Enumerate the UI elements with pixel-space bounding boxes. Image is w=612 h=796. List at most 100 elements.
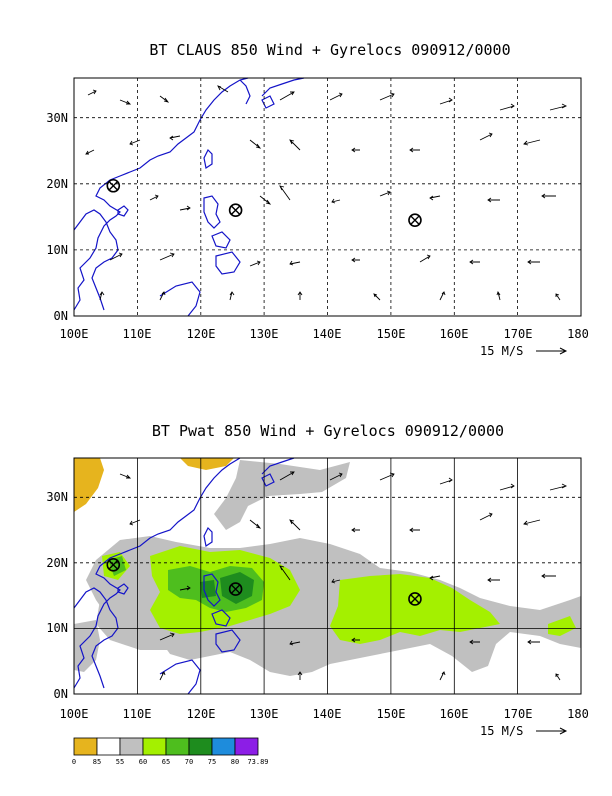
x-tick-label: 160E <box>440 327 469 341</box>
coastline-kyushu <box>261 95 275 109</box>
colorbar-label: 80 <box>231 758 239 766</box>
gridlines <box>74 458 581 694</box>
y-tick-label: 30N <box>46 490 68 504</box>
y-tick-labels: 0N 10N 20N 30N <box>46 490 68 701</box>
x-tick-label: 150E <box>377 327 406 341</box>
gyre-location-marker <box>228 582 243 596</box>
colorbar-swatch <box>188 737 213 756</box>
coastline-mindanao <box>215 251 241 275</box>
coastline-indochina <box>73 587 119 689</box>
gyre-location-marker <box>106 558 121 572</box>
pwat-region-gold <box>180 458 234 470</box>
plot-area <box>74 78 581 316</box>
reference-vector-arrow <box>536 727 568 735</box>
reference-vector-label: 15 M/S <box>480 724 523 738</box>
x-tick-label: 170E <box>504 707 533 721</box>
pwat-region-lime <box>548 616 576 636</box>
x-tick-label: 110E <box>123 707 152 721</box>
x-tick-label: 110E <box>123 327 152 341</box>
x-tick-label: 100E <box>60 707 89 721</box>
coastline-indochina <box>73 209 119 311</box>
coastline-luzon <box>203 573 221 607</box>
pwat-region-gray <box>214 460 350 530</box>
y-tick-labels: 0N 10N 20N 30N <box>46 111 68 323</box>
x-tick-label: 170E <box>504 327 533 341</box>
coastline-asia <box>73 457 241 689</box>
pwat-shading <box>74 458 581 676</box>
coastlines <box>73 457 295 695</box>
gyre-location-marker <box>228 203 243 218</box>
coastline-korea <box>239 79 251 105</box>
colorbar-swatch <box>234 737 259 756</box>
colorbar-swatch <box>142 737 167 756</box>
colorbar-label: 60 <box>139 758 147 766</box>
coastline-kyushu <box>261 473 275 487</box>
coastline-taiwan <box>203 526 213 547</box>
panel-2: 0N 10N 20N 30N 100E 110E 120E 130E 140E … <box>46 457 589 766</box>
gyre-location-marker <box>408 213 422 227</box>
y-tick-label: 0N <box>54 687 68 701</box>
colorbar-swatch <box>119 737 144 756</box>
x-tick-label: 120E <box>187 327 216 341</box>
x-tick-label: 100E <box>60 327 89 341</box>
y-tick-label: 20N <box>46 556 68 570</box>
colorbar-label: 70 <box>185 758 193 766</box>
gyre-markers <box>106 178 422 227</box>
x-tick-label: 140E <box>313 707 342 721</box>
pwat-region-darkgreen <box>200 580 216 598</box>
reference-vector-arrow <box>536 347 568 355</box>
colorbar-label: 65 <box>162 758 170 766</box>
colorbar-label: 55 <box>116 758 124 766</box>
y-tick-label: 30N <box>46 111 68 125</box>
colorbar-label: 73.89 <box>247 758 268 766</box>
panel-1: 0N 10N 20N 30N 100E 110E 120E 130E 140E … <box>46 77 589 358</box>
reference-vector-label: 15 M/S <box>480 344 523 358</box>
chart-title: BT CLAUS 850 Wind + Gyrelocs 090912/0000 <box>149 41 510 59</box>
x-tick-label: 160E <box>440 707 469 721</box>
coastline-hainan <box>117 583 129 595</box>
coastline-japan <box>261 457 295 475</box>
x-tick-label: 130E <box>250 707 279 721</box>
colorbar: 0 85 55 60 65 70 75 80 73.89 <box>72 737 269 766</box>
chart-title: BT Pwat 850 Wind + Gyrelocs 090912/0000 <box>152 422 504 440</box>
coastline-taiwan <box>203 148 213 169</box>
coastline-mindanao <box>215 629 241 653</box>
x-tick-label: 120E <box>187 707 216 721</box>
x-tick-labels: 100E 110E 120E 130E 140E 150E 160E 170E … <box>60 327 589 341</box>
colorbar-label: 0 <box>72 758 76 766</box>
coastline-japan <box>261 77 305 97</box>
x-tick-label: 140E <box>313 327 342 341</box>
x-tick-label: 180 <box>567 707 589 721</box>
colorbar-label: 85 <box>93 758 101 766</box>
coastline-borneo <box>159 281 201 317</box>
coastline-luzon <box>203 195 221 229</box>
x-tick-labels: 100E 110E 120E 130E 140E 150E 160E 170E … <box>60 707 589 721</box>
wind-vectors <box>85 85 568 301</box>
x-tick-label: 150E <box>377 707 406 721</box>
plot-frame <box>73 457 582 695</box>
plot-frame <box>73 77 582 317</box>
coastline-hainan <box>117 205 129 217</box>
colorbar-swatch <box>73 737 98 756</box>
colorbar-swatch <box>165 737 190 756</box>
y-tick-label: 0N <box>54 309 68 323</box>
gyre-location-marker <box>106 178 121 193</box>
colorbar-swatch <box>211 737 236 756</box>
wind-vectors <box>119 471 568 681</box>
pwat-region-gold <box>74 458 104 512</box>
coastline-visayas <box>211 231 231 249</box>
colorbar-swatch <box>96 737 121 756</box>
gyre-markers <box>106 558 422 606</box>
gyre-location-marker <box>408 592 422 606</box>
coastline-visayas <box>211 609 231 627</box>
y-tick-label: 20N <box>46 177 68 191</box>
x-tick-label: 180 <box>567 327 589 341</box>
colorbar-label: 75 <box>208 758 216 766</box>
gridlines <box>74 78 581 316</box>
y-tick-label: 10N <box>46 243 68 257</box>
y-tick-label: 10N <box>46 621 68 635</box>
pwat-region-lime <box>330 574 500 644</box>
coastline-borneo <box>159 659 201 695</box>
x-tick-label: 130E <box>250 327 279 341</box>
